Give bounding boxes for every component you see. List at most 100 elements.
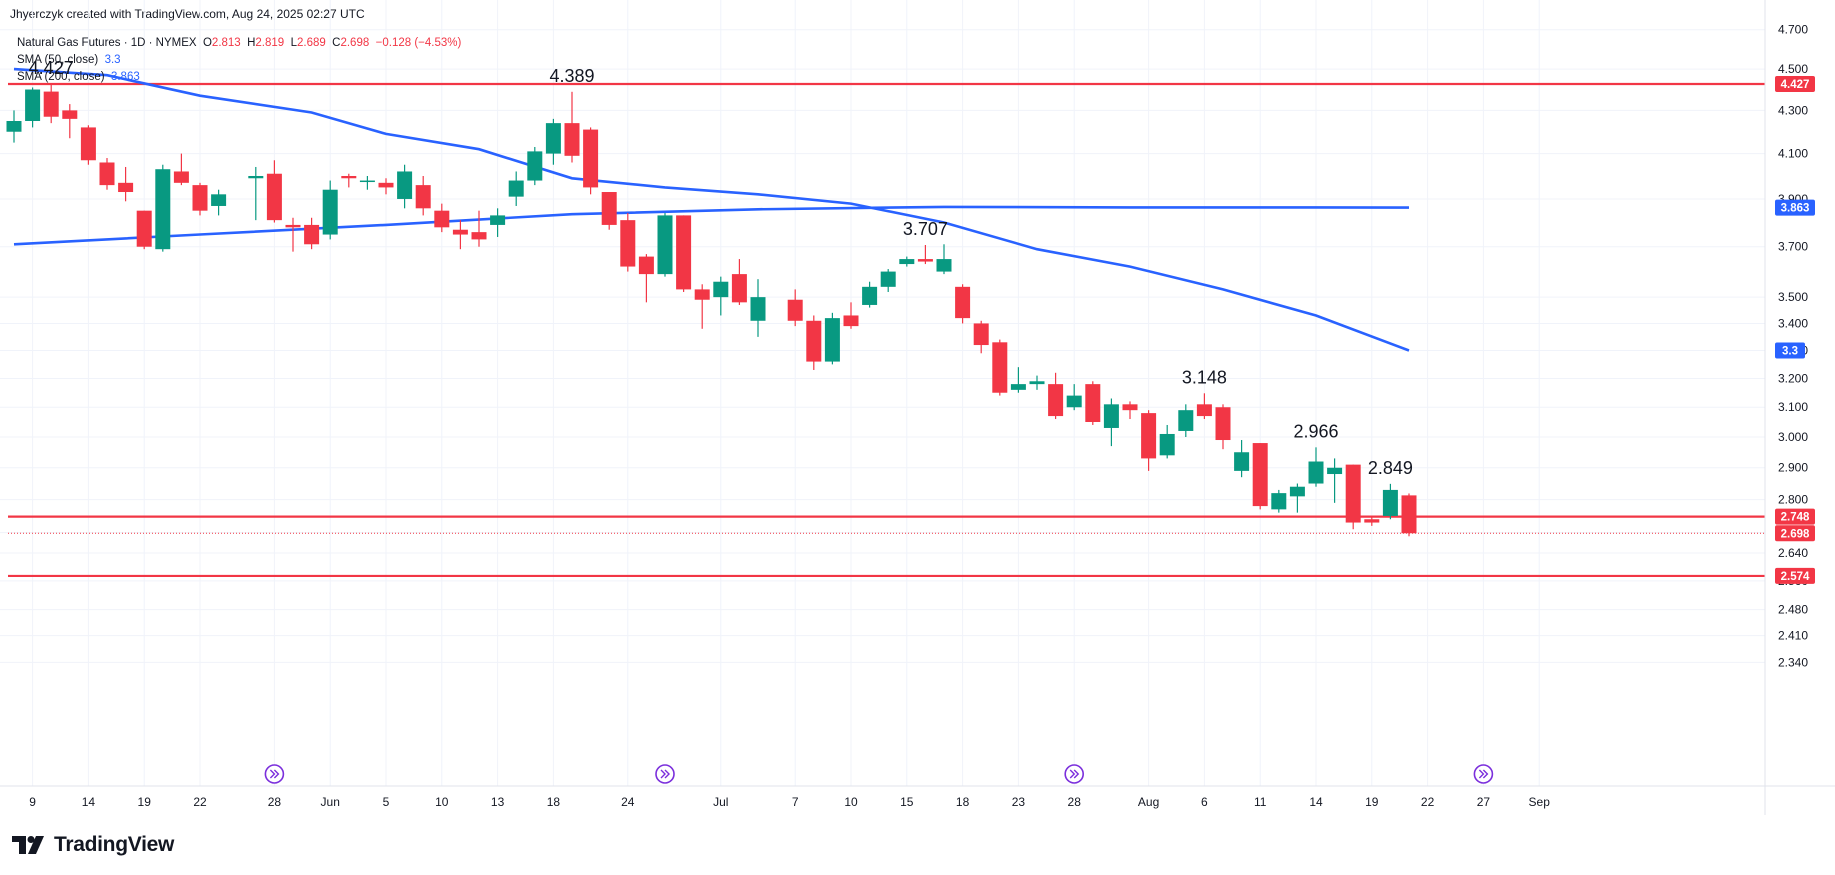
candle	[806, 315, 822, 370]
candle	[899, 256, 915, 267]
time-tick-label: 11	[1254, 795, 1267, 809]
candle-body	[1010, 384, 1026, 390]
candle	[992, 339, 1008, 396]
price-tags: 4.427 3.863 3.3 2.748 2.698 2.574	[1775, 75, 1815, 584]
price-tag: 3.3	[1775, 342, 1805, 359]
candle	[471, 210, 487, 247]
candle-body	[136, 210, 152, 247]
candle-body	[1234, 452, 1250, 471]
candles	[6, 83, 1417, 537]
time-tick-label: 13	[491, 795, 505, 809]
event-marker-arrow	[269, 769, 280, 779]
candle-body	[1066, 395, 1082, 408]
legend-ohlc-row: Natural Gas Futures · 1D · NYMEX O2.813 …	[17, 35, 461, 52]
time-tick-label: 23	[1012, 795, 1026, 809]
event-marker-icon[interactable]	[655, 764, 675, 784]
price-tick-label: 3.400	[1778, 316, 1808, 330]
event-marker-icon[interactable]	[1064, 764, 1084, 784]
brand-name: TradingView	[54, 833, 175, 856]
legend-open-label: O	[202, 37, 212, 49]
candle-body	[1401, 495, 1417, 534]
legend-high-label: H	[247, 37, 256, 49]
peak-annotations: 4.427 4.389 3.707 3.148 2.966 2.849	[29, 58, 1413, 478]
price-axis[interactable]: 4.7004.5004.3004.1003.9003.7003.5003.400…	[1778, 23, 1808, 670]
candle	[322, 180, 338, 240]
price-tag: 4.427	[1775, 75, 1815, 92]
price-tick-label: 3.700	[1778, 240, 1808, 254]
candle	[1364, 515, 1380, 526]
sma50-line	[13, 67, 1410, 352]
price-tag-label: 3.863	[1781, 203, 1810, 215]
event-markers[interactable]	[264, 764, 1494, 784]
grid	[0, 0, 1765, 786]
time-tick-label: 24	[621, 795, 635, 809]
candle	[173, 153, 189, 186]
candle	[285, 217, 301, 252]
candle	[843, 302, 859, 329]
candle-body	[1252, 443, 1268, 507]
candle	[955, 284, 971, 324]
event-marker-arrow	[1478, 769, 1489, 779]
candle	[1382, 483, 1398, 520]
candle-body	[1029, 381, 1045, 385]
legend-sma50-row[interactable]: SMA (50, close) 3.3	[17, 52, 461, 69]
price-tag-bg	[1775, 508, 1815, 525]
time-tick-label: Jul	[713, 795, 728, 809]
time-axis[interactable]: 9 14 19 22 28 Jun 5 10 13 18 24 Jul 7 10 15 18 23 28 Aug 6 1…	[29, 795, 1550, 809]
candle-body	[1122, 404, 1138, 411]
price-tick-label: 4.500	[1778, 62, 1808, 76]
candle	[155, 164, 171, 252]
candle	[359, 175, 375, 190]
candle-body	[155, 169, 171, 250]
candle-body	[694, 289, 710, 300]
candle-body	[1289, 486, 1305, 497]
candle	[1234, 440, 1250, 478]
candle-body	[1159, 433, 1175, 456]
candle-body	[750, 297, 766, 321]
candle-body	[452, 229, 468, 235]
candle	[1048, 372, 1064, 420]
candle	[1085, 381, 1101, 425]
candle-body	[304, 224, 320, 245]
price-chart[interactable]: 4.427 4.389 3.707 3.148 2.966 2.849 4.700 4.50…	[0, 0, 1835, 815]
time-tick-label: 27	[1477, 795, 1491, 809]
candle-body	[1382, 489, 1398, 516]
event-marker-icon[interactable]	[264, 764, 285, 784]
price-tick-label: 2.340	[1778, 655, 1808, 669]
candle	[266, 160, 282, 223]
candle	[1401, 493, 1417, 537]
candle	[1252, 443, 1268, 510]
candle	[824, 312, 840, 365]
candle-body	[620, 220, 636, 267]
time-tick-label: 6	[1201, 795, 1208, 809]
candle	[862, 281, 878, 308]
price-tag-label: 2.748	[1781, 512, 1810, 524]
candle-body	[378, 182, 394, 188]
candle	[1029, 375, 1045, 390]
legend-open-value: 2.813	[211, 37, 241, 49]
candle	[601, 192, 617, 230]
candle-body	[1327, 467, 1343, 475]
candle	[1327, 458, 1343, 503]
candle	[583, 127, 599, 195]
event-marker-arrow	[1069, 769, 1080, 779]
legend-sma200-row[interactable]: SMA (200, close) 3.863	[17, 69, 461, 86]
candle	[1122, 401, 1138, 420]
event-marker-icon[interactable]	[1473, 764, 1494, 784]
candle-body	[285, 224, 301, 228]
candle	[1271, 489, 1287, 513]
candle	[731, 259, 747, 305]
horizontal-levels[interactable]	[8, 82, 1765, 578]
tradingview-brand[interactable]: TradingView	[12, 833, 174, 857]
time-tick-label: 10	[844, 795, 858, 809]
time-tick-label: Aug	[1138, 795, 1159, 809]
candle	[620, 213, 636, 272]
candle	[304, 217, 320, 250]
candle	[192, 182, 208, 216]
time-tick-label: 28	[268, 795, 282, 809]
candle-body	[936, 259, 952, 272]
candle-body	[118, 182, 134, 193]
candle-body	[824, 318, 840, 362]
candle-body	[657, 215, 673, 275]
candle-body	[713, 281, 729, 298]
